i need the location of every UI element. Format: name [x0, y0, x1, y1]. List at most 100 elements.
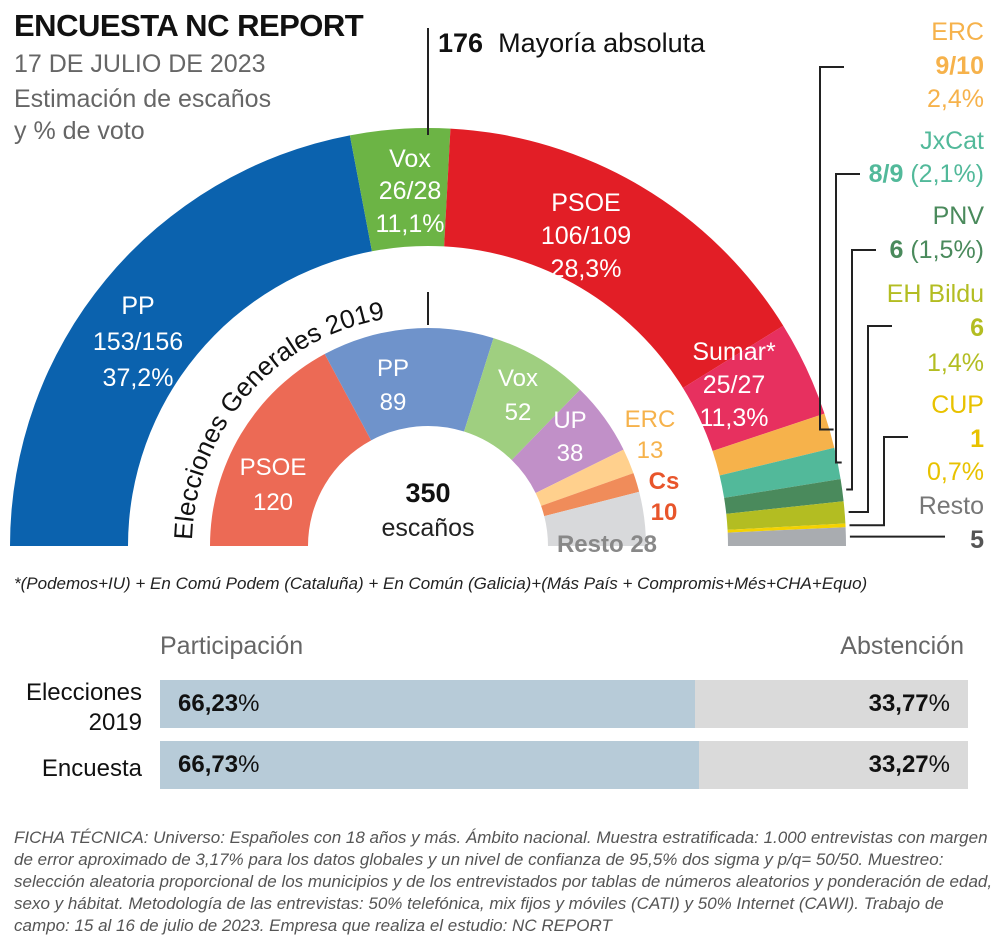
leader-line-cup [849, 436, 908, 527]
abstention-unit-1: % [928, 751, 950, 778]
outer-label-psoe-pct: 28,3% [551, 255, 622, 283]
outer-label-vox-pct: 11,1% [375, 210, 444, 238]
inner-label-pp-name: PP [377, 355, 409, 382]
right-label-jxcat-name: JxCat [920, 127, 984, 155]
center-label: escaños [381, 514, 474, 542]
inner-segment-psoe [210, 354, 372, 546]
right-label-resto-name: Resto [918, 492, 984, 520]
chart-title: ENCUESTA NC REPORT [14, 8, 364, 43]
outer-segment-erc [712, 413, 835, 476]
inner-segment-erc [535, 449, 634, 506]
outer-segment-pp [10, 135, 372, 547]
participation-bar-0 [160, 680, 695, 728]
abstention-bar-1 [699, 741, 968, 789]
outer-segment-cup [727, 523, 846, 533]
row-label-2019-line1: Elecciones [25, 679, 142, 706]
leader-line-pnv [846, 249, 876, 491]
leader-line-erc [819, 66, 844, 431]
right-label-erc-pct: 2,4% [927, 85, 984, 113]
inner-segment-resto [544, 491, 646, 546]
inner-label-erc-seats: 13 [637, 437, 664, 464]
participation-value-1: 66,73% [178, 751, 259, 779]
outer-segment-jxcat [719, 447, 841, 498]
right-label-pnv-name: PNV [932, 202, 984, 230]
right-label-erc-name: ERC [931, 18, 984, 46]
right-label-erc-seats: 9/10 [935, 52, 984, 80]
right-label-bildu-seats: 6 [970, 314, 984, 342]
inner-label-cs-name: Cs [649, 468, 680, 495]
abstention-number-0: 33,77 [868, 690, 929, 717]
majority-text: Mayoría absoluta [498, 28, 706, 58]
outer-segment-pnv [724, 478, 844, 514]
inner-segment-cs [541, 473, 640, 517]
outer-segment-psoe [444, 128, 784, 388]
inner-segment-up [511, 389, 624, 493]
participation-unit-0: % [238, 690, 260, 717]
hemicycle-chart: PP 153/156 37,2% Vox 26/28 11,1% PSOE 10… [10, 28, 945, 558]
outer-label-pp-pct: 37,2% [103, 364, 174, 392]
outer-segment-vox [349, 127, 451, 252]
participation-bar-1 [160, 741, 699, 789]
inner-label-psoe-name: PSOE [240, 454, 307, 481]
footnote: *(Podemos+IU) + En Comú Podem (Cataluña)… [14, 574, 868, 593]
majority-number: 176 [438, 28, 484, 58]
outer-label-psoe-name: PSOE [551, 189, 620, 217]
right-label-cup-seats: 1 [970, 425, 984, 453]
abstention-value-1: 33,27% [869, 751, 950, 779]
outer-segment-sumar [682, 325, 825, 451]
leader-line-jxcat [835, 173, 860, 464]
leader-lines [819, 66, 945, 538]
majority-label: 176 Mayoría absoluta [438, 28, 705, 59]
chart-subtitle-1: Estimación de escaños [14, 85, 272, 113]
center-value: 350 [405, 478, 450, 508]
outer-label-vox-seats: 26/28 [379, 177, 442, 205]
leader-line-eh-bildu [848, 325, 892, 513]
row-label-2019: Elecciones 2019 [26, 678, 142, 738]
inner-label-resto: Resto 28 [557, 531, 657, 558]
inner-label-up-name: UP [553, 407, 586, 434]
inner-label-up-seats: 38 [557, 440, 584, 467]
abstention-header: Abstención [840, 632, 964, 660]
outer-label-sumar-seats: 25/27 [703, 371, 766, 399]
inner-label-cs-seats: 10 [651, 499, 678, 526]
participation-number-0: 66,23 [178, 690, 239, 717]
outer-label-psoe-seats: 106/109 [541, 222, 631, 250]
technical-sheet: FICHA TÉCNICA: Universo: Españoles con 1… [14, 828, 993, 935]
right-label-pnv-seats: 6 [889, 236, 904, 264]
row-label-encuesta: Encuesta [41, 755, 142, 782]
outer-label-vox-name: Vox [389, 145, 431, 173]
right-label-cup-pct: 0,7% [927, 458, 984, 486]
right-label-pnv-values: 6 (1,5%) [890, 236, 985, 265]
participation-unit-1: % [238, 751, 260, 778]
right-label-jxcat-seats: 8/9 [868, 160, 904, 188]
chart-subtitle-2: y % de voto [14, 117, 145, 145]
outer-label-pp-name: PP [121, 292, 154, 320]
inner-label-pp-seats: 89 [380, 389, 407, 416]
row-label-2019-line2: 2019 [88, 709, 142, 736]
right-label-resto-seats: 5 [970, 526, 984, 554]
inner-segment-pp [324, 327, 494, 441]
inner-label-erc-name: ERC [625, 406, 676, 433]
inner-label-psoe-seats: 120 [253, 489, 293, 516]
inner-label-vox-name: Vox [498, 365, 538, 392]
abstention-number-1: 33,27 [868, 751, 929, 778]
inner-hemicycle [210, 327, 646, 546]
right-label-cup-name: CUP [931, 391, 984, 419]
participation-value-0: 66,23% [178, 690, 259, 718]
participation-number-1: 66,73 [178, 751, 239, 778]
abstention-unit-0: % [928, 690, 950, 717]
right-label-jxcat-pct: (2,1%) [910, 160, 984, 188]
right-label-bildu-pct: 1,4% [927, 349, 984, 377]
outer-label-pp-seats: 153/156 [93, 328, 183, 356]
abstention-value-0: 33,77% [869, 690, 950, 718]
outer-label-sumar-name: Sumar* [692, 338, 776, 366]
chart-date: 17 DE JULIO DE 2023 [14, 50, 266, 78]
outer-segment-eh-bildu [726, 501, 846, 530]
inner-label-vox-seats: 52 [505, 399, 532, 426]
outer-hemicycle [10, 127, 846, 547]
outer-label-sumar-pct: 11,3% [699, 404, 768, 432]
right-label-bildu-name: EH Bildu [886, 280, 984, 308]
right-label-pnv-pct: (1,5%) [910, 236, 984, 264]
abstention-bar-0 [695, 680, 968, 728]
outer-segment-resto [727, 527, 846, 546]
